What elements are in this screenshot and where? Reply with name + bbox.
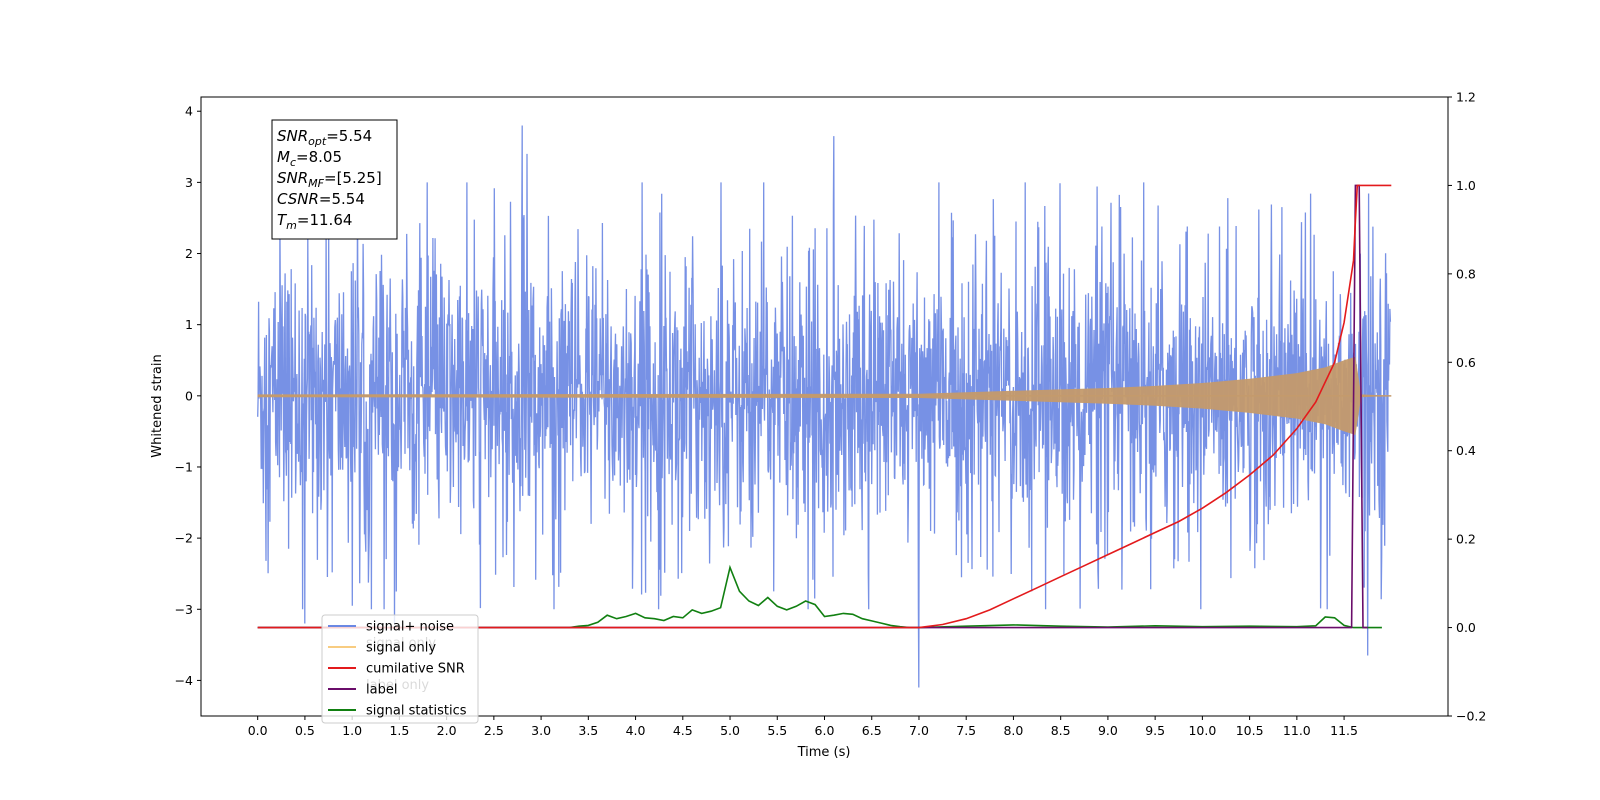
y-left-tick-label: −4 (175, 673, 193, 688)
y-right-tick-label: 0.6 (1456, 355, 1476, 370)
y-left-tick-label: 2 (185, 246, 193, 261)
y-left-tick-label: 1 (185, 317, 193, 332)
legend-label: cumilative SNR (366, 662, 465, 677)
stat-line: SNRMF=[5.25] (277, 169, 382, 190)
legend-label: signal statistics (366, 704, 467, 719)
stat-line: Tm=11.64 (277, 211, 352, 232)
stat-line: SNRopt=5.54 (277, 127, 372, 148)
x-tick-label: 0.0 (248, 723, 268, 738)
x-tick-label: 10.0 (1188, 723, 1216, 738)
x-tick-label: 10.5 (1236, 723, 1264, 738)
x-tick-label: 1.5 (389, 723, 409, 738)
stat-line: CSNR=5.54 (277, 190, 365, 208)
y-left-tick-label: 3 (185, 175, 193, 190)
x-tick-label: 2.5 (484, 723, 504, 738)
y-right-tick-label: 1.0 (1456, 178, 1476, 193)
x-axis-title: Time (s) (797, 745, 851, 760)
x-axis: 0.0 0.5 1.0 1.5 2.0 2.5 3.0 3.5 4.0 4.5 5.0 5.5 6.0 6… (248, 716, 1358, 738)
series-signal-noise (257, 125, 1392, 688)
x-tick-label: 1.0 (342, 723, 362, 738)
series-cumulative-snr (257, 184, 1392, 629)
legend-label: label (366, 683, 397, 698)
x-tick-label: 4.0 (626, 723, 646, 738)
y-left-tick-label: 0 (185, 388, 193, 403)
x-tick-label: 6.0 (815, 723, 835, 738)
series-layer (257, 125, 1392, 688)
x-tick-label: 8.5 (1051, 723, 1071, 738)
x-tick-label: 3.5 (578, 723, 598, 738)
legend-label: signal only (366, 641, 436, 656)
y-left-tick-label: 4 (185, 104, 193, 119)
y-axis-title: Whitened strain (150, 354, 165, 457)
y-right-tick-label: 1.2 (1456, 90, 1476, 105)
x-tick-label: 5.5 (767, 723, 787, 738)
x-tick-label: 3.0 (531, 723, 551, 738)
series-signal-statistics (257, 564, 1382, 629)
stat-line: Mc=8.05 (277, 148, 342, 169)
x-tick-label: 5.0 (720, 723, 740, 738)
x-tick-label: 2.0 (437, 723, 457, 738)
y-left-tick-label: −1 (175, 459, 193, 474)
x-tick-label: 8.0 (1003, 723, 1023, 738)
x-tick-label: 9.0 (1098, 723, 1118, 738)
x-tick-label: 7.0 (909, 723, 929, 738)
y-left-tick-label: −3 (175, 602, 193, 617)
y-right-tick-label: 0.8 (1456, 266, 1476, 281)
y-right-tick-label: 0.2 (1456, 532, 1476, 547)
y-right-tick-label: 0.4 (1456, 443, 1476, 458)
x-tick-label: 4.5 (673, 723, 693, 738)
y-axis-left: 4 3 2 1 0 −1 −2 −3 −4 (175, 104, 201, 688)
legend-ghost-text: signal only (366, 636, 436, 651)
stats-box-frame (271, 119, 398, 240)
y-left-tick-label: −2 (175, 531, 193, 546)
y-right-tick-label: 0.0 (1456, 620, 1476, 635)
x-tick-label: 7.5 (956, 723, 976, 738)
x-tick-label: 11.0 (1283, 723, 1311, 738)
y-axis-right: 1.2 1.0 0.8 0.6 0.4 0.2 0.0 −0.2 (1448, 90, 1486, 724)
y-right-tick-label: −0.2 (1456, 709, 1486, 724)
x-tick-label: 0.5 (295, 723, 315, 738)
x-tick-label: 6.5 (862, 723, 882, 738)
legend-label: signal+ noise (366, 620, 454, 635)
legend-ghost-text: label only (366, 678, 429, 693)
x-tick-label: 9.5 (1145, 723, 1165, 738)
legend-frame (321, 614, 479, 724)
x-tick-label: 11.5 (1330, 723, 1358, 738)
